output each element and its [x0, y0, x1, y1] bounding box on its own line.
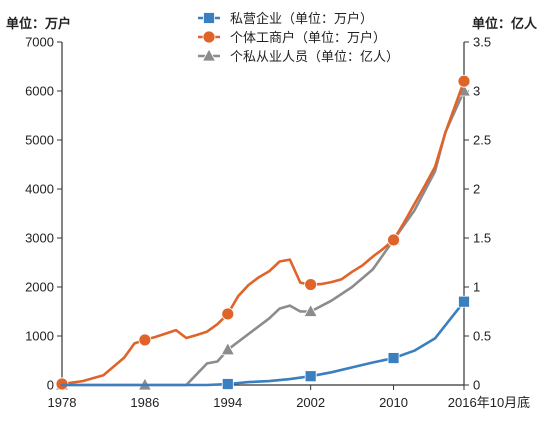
left-y-tick-label: 4000	[25, 182, 54, 197]
legend-label-2: 个私从业人员（单位：亿人）	[230, 50, 399, 65]
series-point-0	[221, 378, 234, 390]
right-y-tick-label: 1	[473, 280, 480, 295]
series-point-2	[303, 303, 318, 317]
legend-label-1: 个体工商户（单位：万户）	[230, 30, 386, 46]
right-y-tick-label: 0	[473, 378, 480, 393]
series-line-1	[60, 79, 466, 386]
legend-marker-2	[201, 48, 217, 62]
left-axis-unit: 单位：万户	[6, 16, 71, 32]
series-point-1	[221, 307, 235, 321]
left-y-tick-label: 6000	[25, 84, 54, 99]
series-line-2	[60, 89, 466, 387]
series-point-0	[387, 352, 400, 364]
series-point-1	[304, 278, 318, 291]
right-y-tick-label: 1.5	[473, 231, 491, 246]
right-axis-unit: 单位：亿人	[472, 16, 537, 32]
right-y-tick-label: 3	[473, 84, 480, 99]
x-tick-label: 1978	[48, 395, 77, 410]
left-y-tick-label: 0	[47, 378, 54, 393]
legend-marker-0	[203, 12, 215, 24]
series-line-0	[60, 300, 466, 387]
left-y-tick-label: 3000	[25, 231, 54, 246]
series-point-2	[220, 341, 235, 356]
right-y-tick-label: 2	[473, 182, 480, 197]
x-tick-label: 2016年10月底	[448, 395, 530, 410]
x-tick-label: 2002	[296, 395, 325, 410]
series-point-1	[138, 333, 152, 347]
series-point-1	[387, 233, 400, 247]
right-y-tick-label: 0.5	[473, 329, 491, 344]
left-y-tick-label: 2000	[25, 280, 54, 295]
series-point-0	[458, 295, 470, 308]
x-tick-label: 1994	[213, 395, 242, 410]
left-y-tick-label: 1000	[25, 329, 54, 344]
x-tick-label: 2010	[379, 395, 408, 410]
legend-marker-1	[202, 30, 216, 44]
series-point-1	[457, 74, 471, 88]
right-y-tick-label: 2.5	[473, 133, 491, 148]
left-y-tick-label: 7000	[25, 35, 54, 50]
legend-label-0: 私营企业（单位：万户）	[230, 11, 373, 27]
left-y-tick-label: 5000	[25, 133, 54, 148]
right-y-tick-label: 3.5	[473, 35, 491, 50]
series-point-0	[304, 370, 317, 383]
x-tick-label: 1986	[130, 395, 159, 410]
